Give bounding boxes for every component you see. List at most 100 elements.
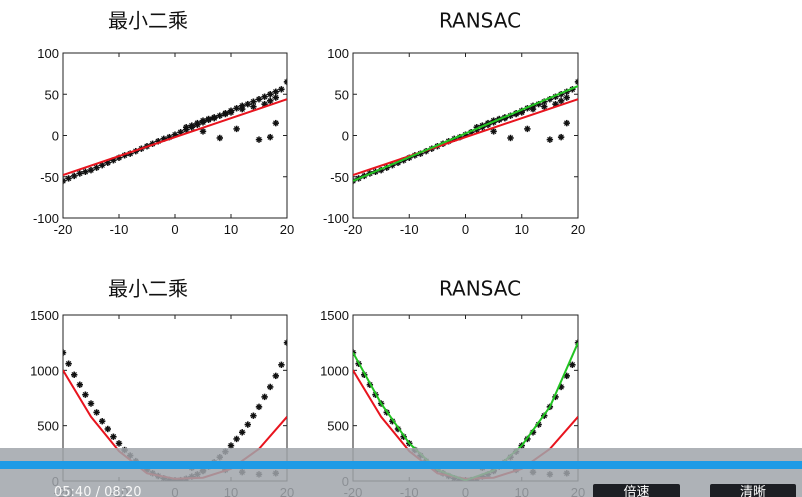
x-tick-label: 0 [462,222,469,237]
data-point [490,128,497,135]
video-time-readout: 05:40 / 08:20 [54,485,142,497]
data-point [255,96,263,103]
video-progress-bar[interactable] [0,461,802,469]
data-point [104,425,111,433]
data-point [261,393,268,401]
fit-line [63,98,287,177]
data-point [283,339,287,346]
data-point [574,78,578,86]
x-tick-label: 20 [571,222,585,237]
data-point [233,125,240,133]
data-point [93,164,100,171]
data-point [65,175,72,182]
chart-title: RANSAC [439,9,521,33]
x-tick-label: 10 [224,222,238,237]
data-point [76,381,83,388]
x-tick-label: 20 [280,222,294,237]
y-tick-label: -50 [330,170,349,185]
data-point [524,125,531,133]
data-point [541,103,548,110]
data-point [216,134,223,142]
chart-title: 最小二乘 [108,277,188,301]
data-point [546,136,554,143]
data-point [267,97,274,105]
x-tick-label: -10 [400,222,419,237]
data-point [99,418,106,425]
chart-title: 最小二乘 [108,9,188,33]
data-point [529,105,537,113]
data-point [188,122,195,129]
x-tick-label: -20 [344,222,363,237]
data-point [233,435,240,443]
data-point [563,119,570,127]
data-point [507,134,514,142]
y-tick-label: -100 [33,211,59,226]
data-point [227,442,235,449]
y-tick-label: 500 [37,419,59,434]
data-point [115,440,123,447]
fit-line [353,85,578,182]
data-point [244,421,251,428]
y-tick-label: 0 [52,129,59,144]
data-point [87,166,95,174]
data-point [250,412,257,419]
data-point [244,100,251,108]
y-tick-label: 50 [45,87,59,102]
data-point [272,88,279,95]
data-point [267,133,274,141]
data-point [278,86,285,93]
playback-speed-button[interactable]: 倍速 [593,484,680,497]
data-point [272,94,279,101]
data-point [239,105,246,113]
data-point [267,383,274,391]
y-tick-label: 1500 [320,308,349,323]
data-point [205,115,212,123]
data-point [227,109,235,116]
resolution-button[interactable]: 清晰 [710,484,796,497]
chart-title: RANSAC [439,277,521,301]
y-tick-label: 100 [327,46,349,61]
data-point [255,403,263,411]
data-point [93,409,100,416]
data-point [557,97,565,105]
data-point [233,105,240,112]
data-point [267,91,274,98]
data-point [569,361,576,368]
y-tick-label: 1000 [320,363,349,378]
data-point [99,162,106,169]
data-point [272,372,279,380]
y-tick-label: 50 [335,87,349,102]
data-point [283,78,287,86]
data-point [272,119,279,127]
y-tick-label: 1000 [30,363,59,378]
data-point [65,360,72,367]
y-tick-label: 1500 [30,308,59,323]
data-point [194,119,201,127]
data-point [63,349,67,356]
x-tick-label: -20 [54,222,73,237]
data-point [183,124,190,131]
data-point [222,110,229,118]
data-point [563,94,570,101]
data-point [76,170,83,177]
data-point [110,433,117,440]
data-point [255,136,263,143]
data-point [250,103,257,110]
data-point [199,117,207,124]
fit-line [353,98,578,177]
y-tick-label: 0 [342,129,349,144]
data-point [82,168,89,175]
data-point [261,93,268,100]
series-group [63,78,287,185]
series-group [353,78,578,185]
data-point [216,112,223,119]
data-point [278,361,285,368]
y-tick-label: 100 [37,46,59,61]
data-point [199,128,207,135]
data-point [82,391,89,398]
data-point [87,400,95,407]
